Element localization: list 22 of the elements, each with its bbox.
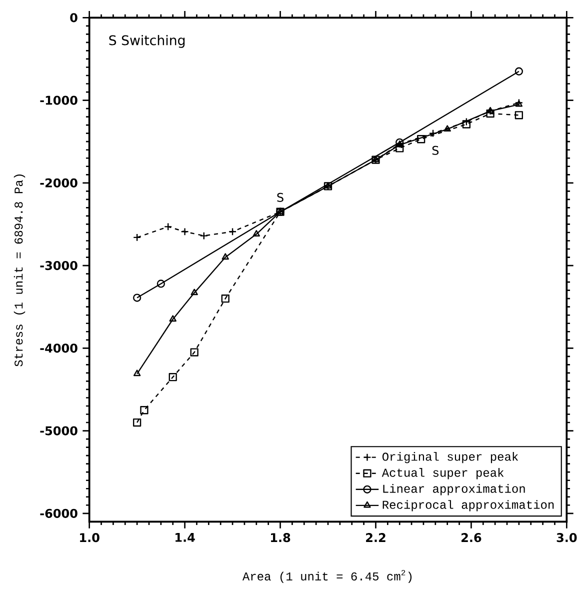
- y-tick-label: -3000: [40, 260, 78, 270]
- x-tick-label: 2.6: [462, 533, 482, 542]
- y-tick-label: -6000: [40, 508, 78, 518]
- y-axis-title: Stress (1 unit = 6894.8 Pa): [14, 174, 26, 366]
- y-tick-label: -1000: [40, 96, 78, 105]
- annotation: S: [277, 192, 284, 202]
- annotation: S Switching: [109, 34, 185, 48]
- x-axis-title: Area (1 unit = 6.45 cm$^{2}$): [242, 570, 412, 583]
- x-tick-label: 2.2: [366, 533, 386, 542]
- legend-label: Actual super peak: [382, 468, 504, 480]
- y-tick-label: -4000: [40, 344, 78, 353]
- x-tick-label: 1.0: [80, 533, 100, 542]
- legend-label: Linear approximation: [383, 484, 525, 496]
- annotation: S: [432, 146, 439, 155]
- x-tick-label: 3.0: [556, 533, 577, 542]
- x-tick-label: 1.4: [176, 533, 195, 542]
- y-tick-label: -2000: [40, 178, 78, 188]
- legend-label: Original super peak: [382, 452, 518, 464]
- legend-label: Reciprocal approximation: [382, 500, 554, 512]
- y-tick-label: -5000: [40, 426, 78, 436]
- x-tick-label: 1.8: [271, 533, 290, 542]
- y-tick-label: 0: [70, 13, 78, 22]
